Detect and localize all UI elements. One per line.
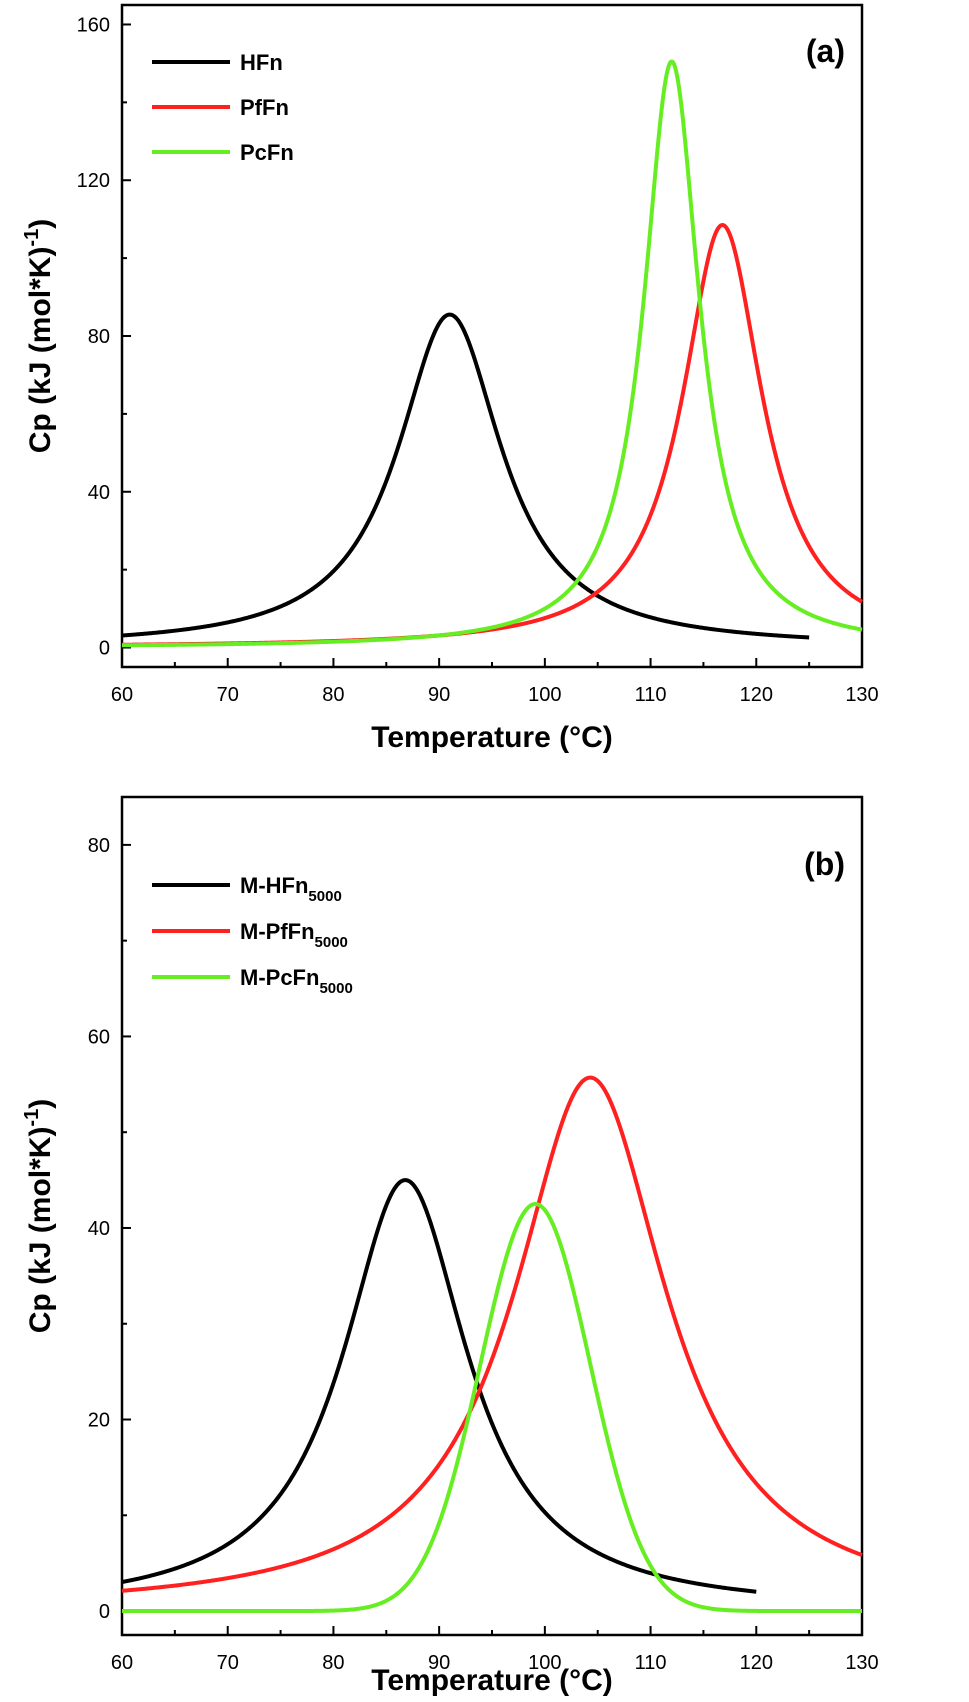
x-tick-label: 120	[740, 1652, 773, 1674]
panel-a: 60 70 80 90 100 110 120 130 0 40 80 120 160 HFn PfFn…	[21, 3, 879, 754]
legend-entry: M-PfFn5000	[240, 919, 348, 951]
x-tick-label: 60	[111, 684, 133, 706]
y-axis-title-main: Cp (kJ (mol*K)	[24, 1127, 57, 1334]
x-tick-label: 110	[635, 1652, 667, 1674]
x-axis: 60 70 80 90 100 110 120 130	[111, 658, 879, 706]
legend-entry-subscript: 5000	[315, 934, 348, 951]
legend-entry: PcFn	[240, 140, 294, 165]
x-tick-label: 60	[111, 1652, 133, 1674]
x-tick-label: 70	[217, 684, 239, 706]
x-axis: 60 70 80 90 100 110 120 130	[111, 1626, 879, 1674]
y-tick-label: 0	[99, 1601, 110, 1623]
legend-entry: PfFn	[240, 95, 289, 120]
legend-entry: M-PcFn5000	[240, 965, 353, 997]
x-tick-label: 90	[428, 684, 450, 706]
x-tick-label: 130	[845, 1652, 878, 1674]
y-tick-label: 60	[88, 1026, 110, 1048]
y-axis: 0 20 40 60 80	[88, 835, 131, 1623]
legend-entry-name: M-PcFn	[240, 965, 319, 990]
plot-curves	[121, 1075, 863, 1614]
y-axis: 0 40 80 120 160	[77, 14, 131, 660]
legend-entry-name: PcFn	[240, 140, 294, 165]
x-tick-label: 70	[217, 1652, 239, 1674]
y-axis-title-sup: -1	[21, 229, 43, 247]
y-tick-label: 160	[77, 14, 110, 36]
x-tick-label: 100	[528, 684, 561, 706]
y-tick-label: 0	[99, 638, 110, 660]
y-tick-label: 80	[88, 835, 110, 857]
y-axis-title-main: Cp (kJ (mol*K)	[24, 247, 57, 454]
y-axis-title-close: )	[24, 219, 57, 229]
y-tick-label: 20	[88, 1410, 110, 1432]
x-tick-label: 110	[635, 684, 667, 706]
x-tick-label: 120	[740, 684, 773, 706]
x-tick-label: 130	[845, 684, 878, 706]
legend-entry-subscript: 5000	[308, 888, 341, 905]
panel-label: (b)	[804, 846, 845, 882]
series-line-pffn	[121, 223, 864, 647]
y-axis-title: Cp (kJ (mol*K)-1)	[21, 1099, 57, 1333]
x-tick-label: 90	[428, 1652, 450, 1674]
y-tick-label: 120	[77, 170, 110, 192]
series-line-m-pffn	[121, 1075, 863, 1593]
legend-entry: M-HFn5000	[240, 873, 342, 905]
series-line-hfn	[121, 312, 811, 640]
y-tick-label: 80	[88, 326, 110, 348]
y-tick-label: 40	[88, 482, 110, 504]
x-tick-label: 80	[322, 1652, 344, 1674]
x-axis-title: Temperature (°C)	[371, 1664, 612, 1697]
series-line-m-pcfn	[121, 1202, 863, 1614]
legend-entry-subscript: 5000	[319, 980, 352, 997]
plot-curves	[121, 59, 864, 648]
legend-entry-name: M-PfFn	[240, 919, 315, 944]
series-line-pcfn	[121, 59, 863, 648]
plot-frame	[120, 795, 864, 1637]
x-tick-label: 100	[528, 1652, 561, 1674]
legend-entry-name: PfFn	[240, 95, 289, 120]
legend: HFn PfFn PcFn	[152, 50, 294, 165]
legend-entry-name: HFn	[240, 50, 283, 75]
x-axis-title: Temperature (°C)	[371, 721, 612, 754]
y-axis-title-close: )	[24, 1099, 57, 1109]
series-line-m-hfn	[121, 1178, 758, 1594]
y-axis-title-sup: -1	[21, 1109, 43, 1127]
x-tick-label: 80	[322, 684, 344, 706]
panel-label: (a)	[806, 33, 845, 69]
legend-entry: HFn	[240, 50, 283, 75]
y-tick-label: 40	[88, 1218, 110, 1240]
legend-entry-name: M-HFn	[240, 873, 308, 898]
y-axis-title: Cp (kJ (mol*K)-1)	[21, 219, 57, 453]
